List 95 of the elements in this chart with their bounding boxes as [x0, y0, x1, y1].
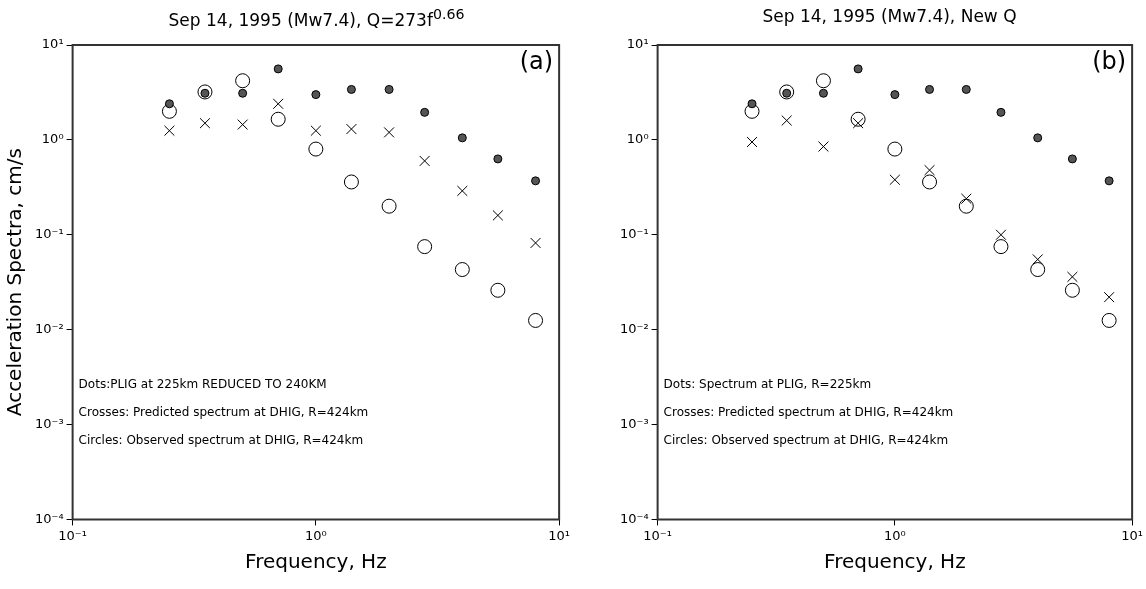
point	[746, 136, 758, 148]
point	[417, 239, 433, 255]
point	[310, 125, 322, 137]
annotation: Crosses: Predicted spectrum at DHIG, R=424km	[663, 404, 954, 419]
x-tick-label: 10⁰	[304, 527, 327, 543]
y-tick-label: 10⁰	[626, 131, 649, 147]
point	[850, 111, 866, 127]
point	[161, 103, 177, 119]
y-axis-title: Acceleration Spectra, cm/s	[2, 148, 27, 417]
point	[960, 193, 972, 205]
annotation: Crosses: Predicted spectrum at DHIG, R=424km	[78, 404, 369, 419]
y-tick-label: 10⁻¹	[34, 226, 64, 242]
point	[889, 174, 901, 186]
point	[887, 141, 903, 157]
x-tick-label: 10⁰	[883, 527, 906, 543]
point	[273, 64, 283, 74]
y-tick-label: 10⁻²	[34, 321, 64, 337]
point	[1064, 282, 1080, 298]
point	[384, 84, 394, 94]
point	[1101, 312, 1117, 328]
point	[197, 84, 213, 100]
point	[345, 123, 357, 135]
point	[457, 133, 467, 143]
annotation: Dots:PLIG at 225km REDUCED TO 240KM	[78, 376, 327, 391]
point	[1032, 253, 1044, 265]
point	[199, 117, 211, 129]
point	[818, 88, 828, 98]
x-tick-label: 10¹	[548, 527, 571, 543]
annotation: (b)	[1092, 47, 1127, 76]
point	[1066, 271, 1078, 283]
point	[853, 64, 863, 74]
point	[1104, 176, 1114, 186]
point	[164, 99, 174, 109]
y-tick-label: 10⁻³	[619, 415, 649, 431]
point	[311, 90, 321, 100]
point	[995, 229, 1007, 241]
point	[492, 209, 504, 221]
point	[747, 99, 757, 109]
chart-title: Sep 14, 1995 (Mw7.4), New Q	[761, 6, 1018, 26]
x-tick-label: 10⁻¹	[643, 527, 672, 543]
point	[454, 262, 470, 278]
point	[781, 115, 793, 126]
point	[958, 198, 974, 214]
point	[815, 73, 831, 89]
x-tick-label: 10¹	[1121, 527, 1144, 543]
point	[490, 282, 506, 298]
point	[270, 111, 286, 127]
y-tick-label: 10¹	[41, 36, 64, 52]
point	[993, 239, 1009, 255]
point	[925, 84, 935, 94]
point	[420, 107, 430, 117]
y-tick-label: 10⁻²	[619, 321, 649, 337]
point	[890, 90, 900, 100]
y-tick-label: 10¹	[626, 36, 649, 52]
point	[531, 176, 541, 186]
point	[924, 164, 935, 176]
point	[237, 119, 249, 131]
annotation: Dots: Spectrum at PLIG, R=225km	[663, 376, 872, 391]
y-tick-label: 10⁻³	[34, 415, 64, 431]
annotation: Circles: Observed spectrum at DHIG, R=424km	[78, 432, 364, 447]
point	[779, 84, 795, 100]
point	[456, 185, 468, 197]
annotation: (a)	[519, 47, 554, 76]
chart-title: Sep 14, 1995 (Mw7.4), Q=273f$^{0.66}$	[167, 6, 466, 30]
point	[308, 141, 324, 157]
point	[1033, 133, 1043, 143]
point	[346, 84, 356, 94]
point	[996, 107, 1006, 117]
point	[852, 117, 864, 129]
point	[744, 103, 760, 119]
point	[818, 141, 829, 153]
point	[1103, 291, 1115, 303]
y-tick-label: 10⁻⁴	[619, 510, 649, 526]
point	[528, 312, 544, 328]
point	[383, 126, 395, 138]
point	[272, 98, 284, 110]
point	[961, 84, 971, 94]
point	[235, 73, 251, 89]
x-axis-title: Frequency, Hz	[245, 549, 387, 574]
point	[922, 174, 938, 190]
point	[381, 198, 397, 214]
point	[419, 155, 431, 167]
x-tick-label: 10⁻¹	[58, 527, 87, 543]
x-axis-title: Frequency, Hz	[824, 549, 966, 574]
point	[1030, 262, 1046, 278]
y-tick-label: 10⁰	[41, 131, 64, 147]
y-tick-label: 10⁻¹	[619, 226, 649, 242]
point	[163, 125, 175, 137]
point	[1067, 154, 1077, 164]
y-tick-label: 10⁻⁴	[34, 510, 64, 526]
point	[493, 154, 503, 164]
point	[343, 174, 359, 190]
point	[238, 88, 248, 98]
point	[530, 237, 541, 249]
annotation: Circles: Observed spectrum at DHIG, R=424km	[663, 432, 949, 447]
